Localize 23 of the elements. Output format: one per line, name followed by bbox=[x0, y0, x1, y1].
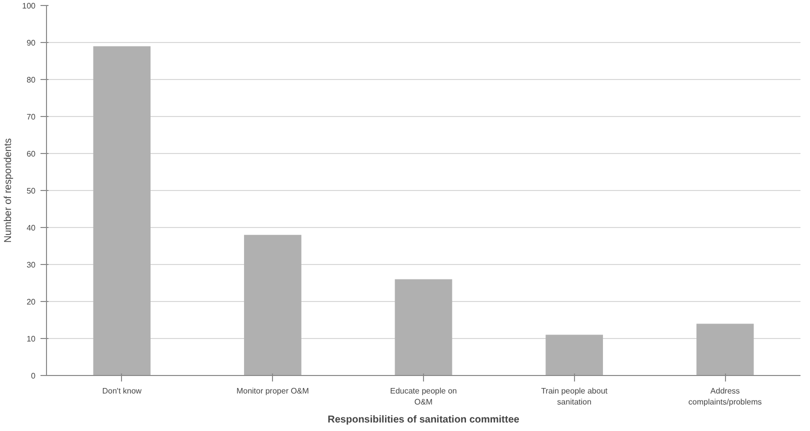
y-tick-label: 0 bbox=[31, 372, 36, 380]
bar bbox=[244, 234, 302, 376]
y-axis-title: Number of respondents bbox=[3, 138, 14, 243]
y-tick-label: 40 bbox=[26, 224, 36, 232]
bar bbox=[93, 46, 151, 376]
x-tick-label: Educate people on O&M bbox=[390, 386, 457, 406]
bar bbox=[546, 334, 603, 376]
y-tick-label: 50 bbox=[26, 186, 36, 196]
bar bbox=[394, 279, 452, 376]
y-tick-label: 30 bbox=[26, 260, 36, 270]
x-tick-label: Address complaints/problems bbox=[688, 386, 762, 406]
x-tick-label: Don't know bbox=[102, 386, 142, 396]
x-tick-label: Train people about sanitation bbox=[541, 386, 608, 406]
y-tick-label: 80 bbox=[26, 76, 36, 84]
bar bbox=[696, 324, 754, 376]
y-tick-label: 10 bbox=[26, 334, 36, 344]
x-tick-label: Monitor proper O&M bbox=[236, 386, 310, 396]
y-tick-label: 70 bbox=[26, 112, 36, 122]
x-axis-title: Responsibilities of sanitation committee bbox=[328, 414, 520, 426]
y-tick-label: 20 bbox=[26, 298, 36, 306]
y-tick-label: 90 bbox=[26, 38, 36, 48]
y-tick-label: 60 bbox=[26, 150, 36, 158]
y-tick-label: 100 bbox=[22, 2, 36, 10]
